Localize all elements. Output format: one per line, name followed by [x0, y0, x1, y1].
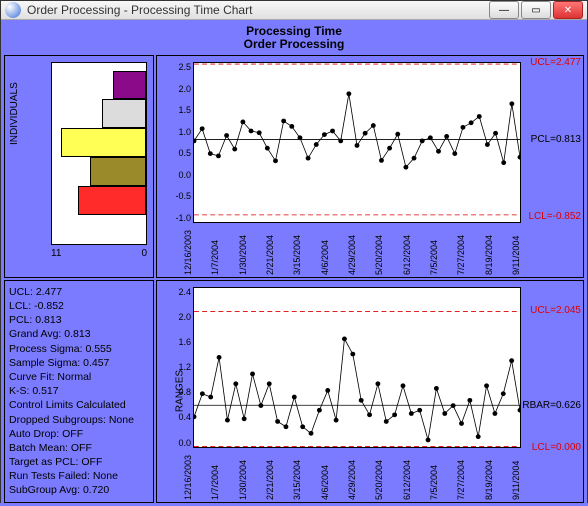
header-line2: Order Processing: [4, 38, 584, 51]
ranges-ucl-label: UCL=2.045: [530, 305, 581, 316]
individuals-lcl-label: LCL=-0.852: [528, 211, 581, 222]
window-title: Order Processing - Processing Time Chart: [27, 3, 489, 17]
panel-grid: INDIVIDUALS 11 0 OBSERVATIONS 2.52.01.51…: [4, 55, 584, 502]
stat-row: Control Limits Calculated: [9, 398, 149, 412]
hx-left: 11: [51, 248, 61, 259]
stat-row: Batch Mean: OFF: [9, 441, 149, 455]
content-area: Processing Time Order Processing INDIVID…: [1, 20, 587, 506]
ranges-xticks: 12/16/20031/7/20041/30/20042/21/20043/15…: [193, 450, 521, 500]
chart-header: Processing Time Order Processing: [4, 23, 584, 55]
ranges-rbar-label: RBAR=0.626: [522, 400, 581, 411]
close-button[interactable]: ✕: [553, 1, 583, 19]
hx-right: 0: [141, 248, 147, 259]
ranges-lcl-label: LCL=0.000: [532, 442, 581, 453]
histogram-panel: INDIVIDUALS 11 0: [4, 55, 154, 278]
individuals-ucl-label: UCL=2.477: [530, 57, 581, 68]
individuals-plot: [193, 62, 521, 223]
stat-row: Auto Drop: OFF: [9, 427, 149, 441]
stat-row: SubGroup Avg: 0.720: [9, 483, 149, 497]
maximize-button[interactable]: ▭: [521, 1, 551, 19]
window-buttons: — ▭ ✕: [489, 1, 583, 19]
ranges-yticks: 2.42.01.61.20.80.40.0: [171, 287, 191, 448]
stat-row: LCL: -0.852: [9, 299, 149, 313]
individuals-yticks: 2.52.01.51.00.50.0-0.5-1.0: [171, 62, 191, 223]
app-icon: [5, 2, 21, 18]
histogram-xaxis: 11 0: [51, 248, 147, 259]
stat-row: Sample Sigma: 0.457: [9, 356, 149, 370]
histogram-ylabel: INDIVIDUALS: [9, 82, 20, 145]
ranges-plot: [193, 287, 521, 448]
individuals-pcl-label: PCL=0.813: [531, 134, 581, 145]
individuals-xticks: 12/16/20031/7/20041/30/20042/21/20043/15…: [193, 225, 521, 275]
individuals-chart-panel: OBSERVATIONS 2.52.01.51.00.50.0-0.5-1.0 …: [156, 55, 584, 278]
stat-row: K-S: 0.517: [9, 384, 149, 398]
titlebar: Order Processing - Processing Time Chart…: [1, 1, 587, 20]
stat-row: PCL: 0.813: [9, 313, 149, 327]
minimize-button[interactable]: —: [489, 1, 519, 19]
stat-row: UCL: 2.477: [9, 285, 149, 299]
stat-row: Target as PCL: OFF: [9, 455, 149, 469]
stats-panel: UCL: 2.477LCL: -0.852PCL: 0.813Grand Avg…: [4, 280, 154, 503]
stats-list: UCL: 2.477LCL: -0.852PCL: 0.813Grand Avg…: [5, 281, 153, 502]
stat-row: Grand Avg: 0.813: [9, 327, 149, 341]
stat-row: Run Tests Failed: None: [9, 469, 149, 483]
app-window: Order Processing - Processing Time Chart…: [0, 0, 588, 503]
stat-row: Dropped Subgroups: None: [9, 413, 149, 427]
stat-row: Curve Fit: Normal: [9, 370, 149, 384]
histogram-plot: [51, 62, 147, 245]
stat-row: Process Sigma: 0.555: [9, 342, 149, 356]
ranges-chart-panel: RANGES 2.42.01.61.20.80.40.0 12/16/20031…: [156, 280, 584, 503]
